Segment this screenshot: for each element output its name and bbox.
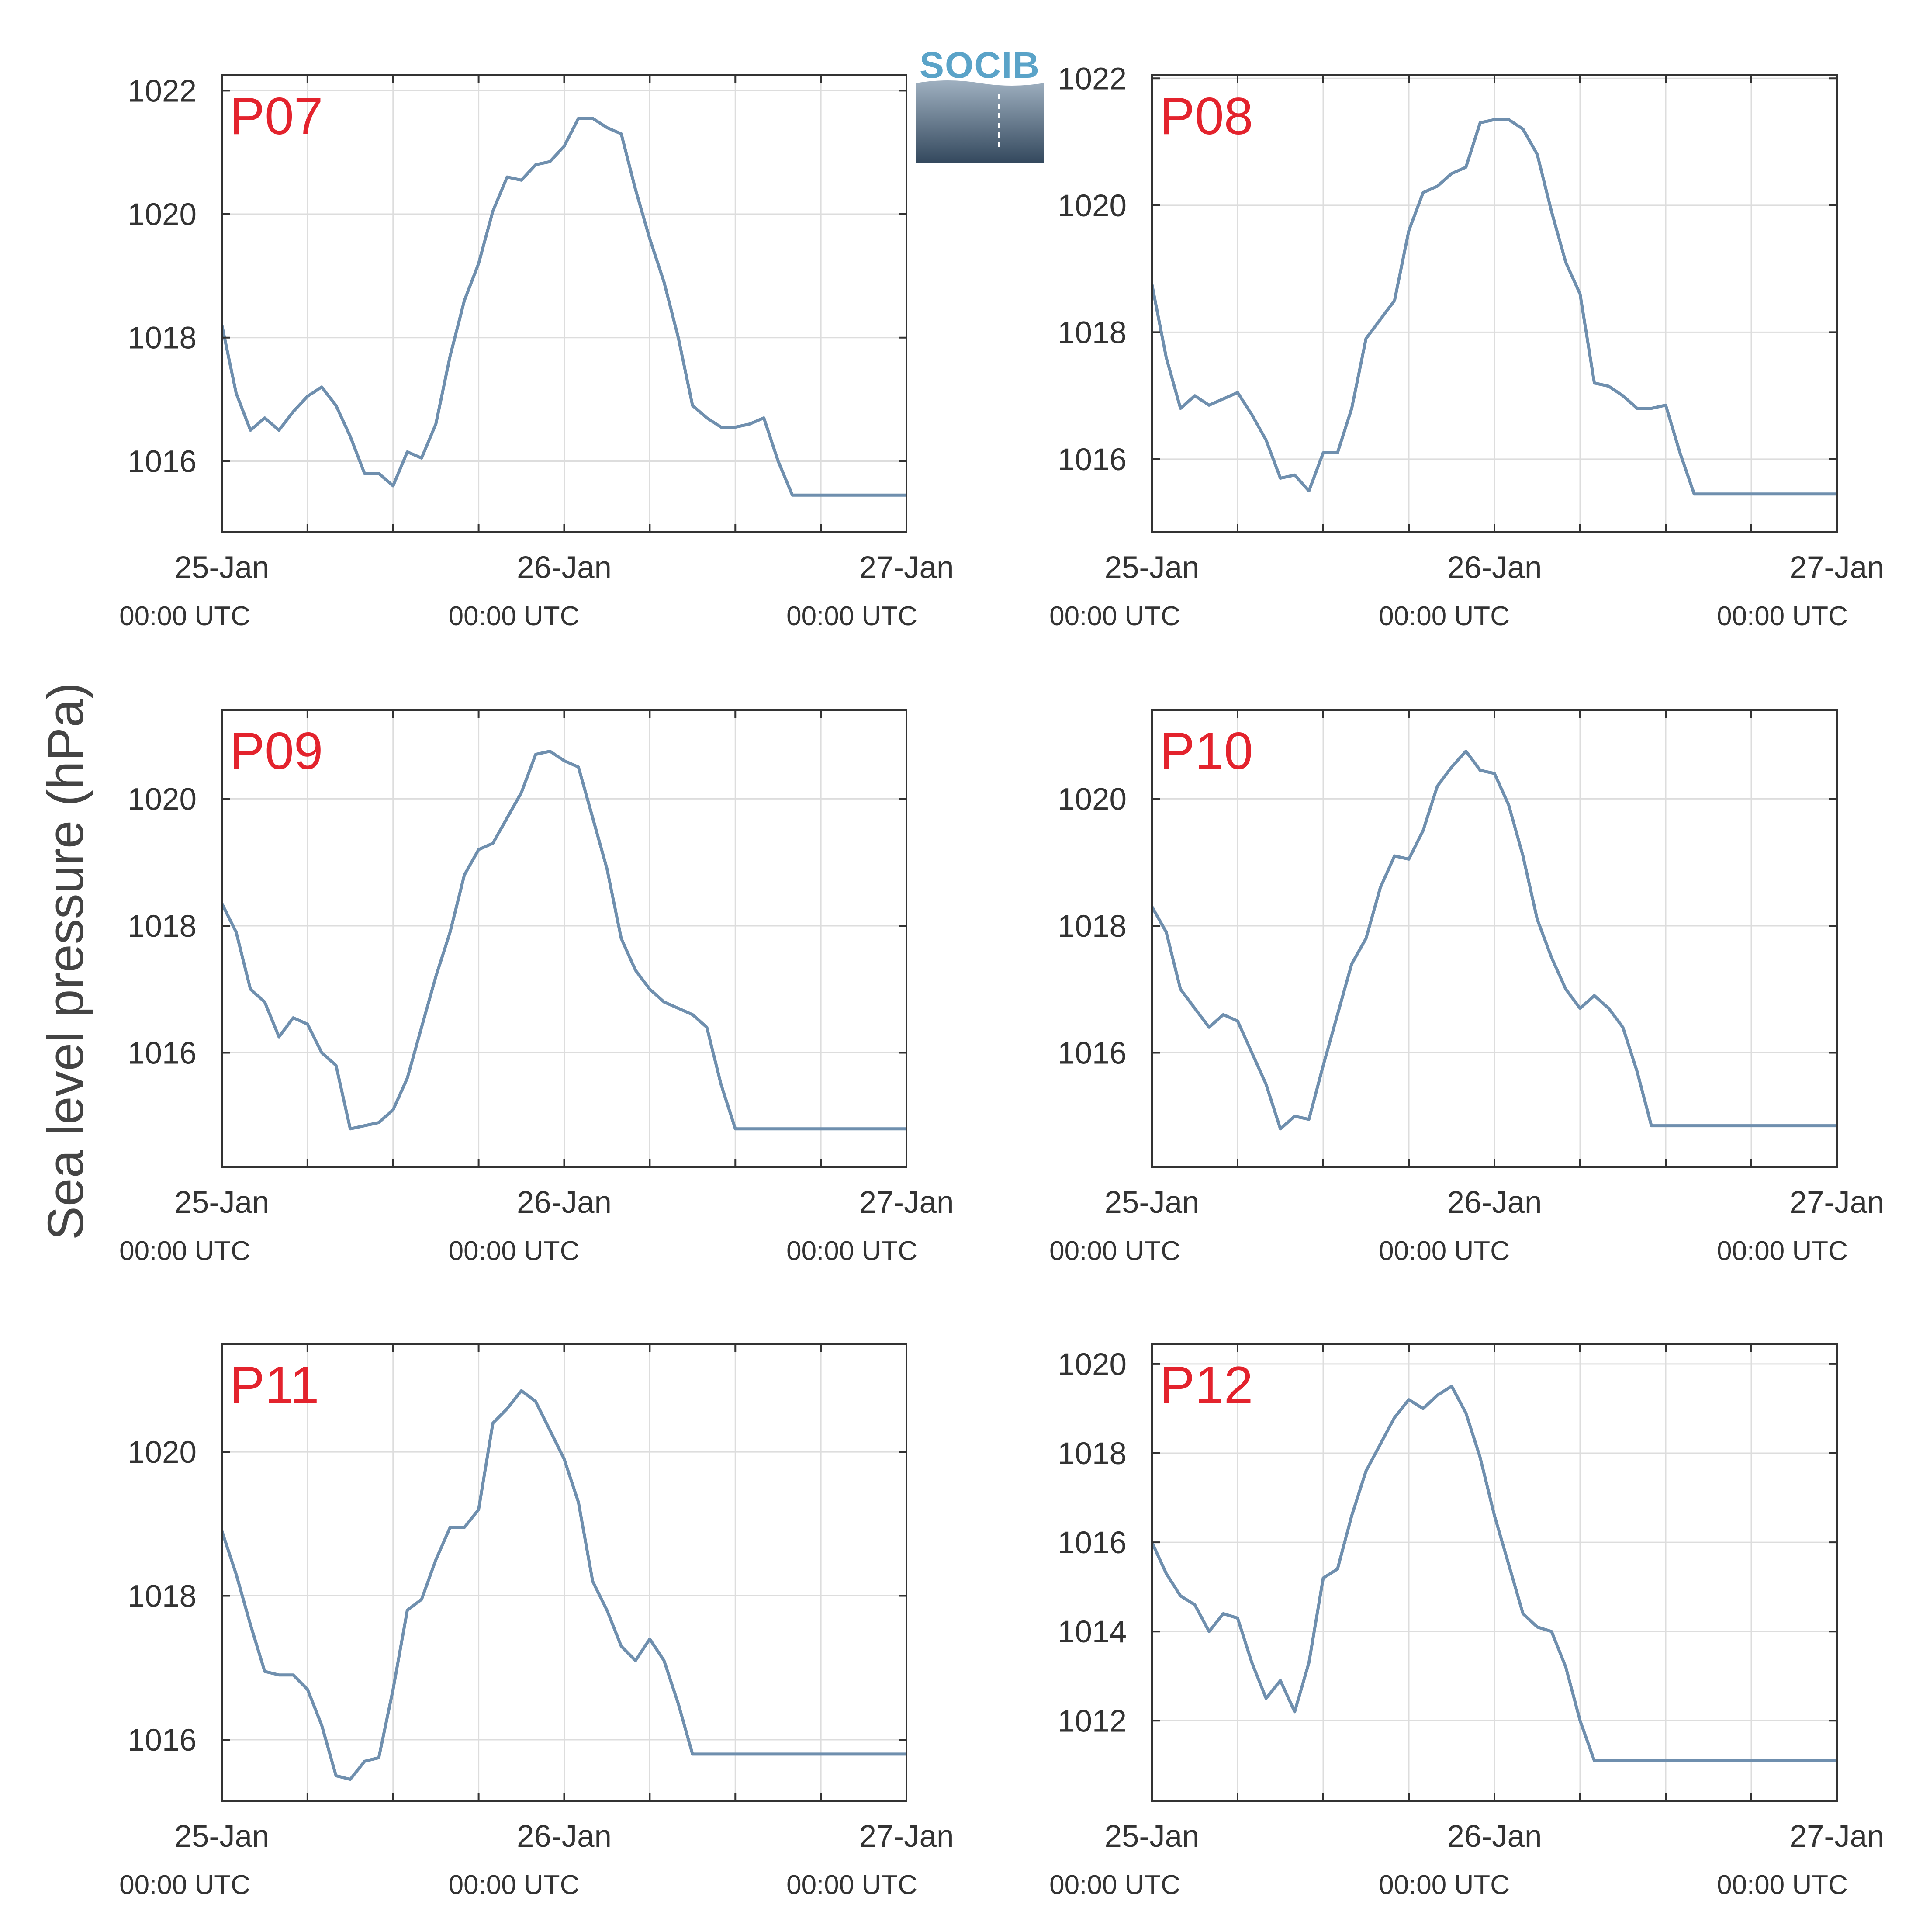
panel-label: P08 bbox=[1160, 87, 1253, 145]
x-tick-label: 25-Jan bbox=[174, 551, 269, 585]
y-tick-label: 1020 bbox=[128, 197, 197, 232]
y-tick-label: 1020 bbox=[1058, 189, 1127, 223]
x-tick-label: 27-Jan bbox=[859, 551, 954, 585]
y-tick-label: 1016 bbox=[1058, 1526, 1127, 1560]
y-tick-label: 1018 bbox=[1058, 909, 1127, 944]
y-tick-label: 1020 bbox=[1058, 1347, 1127, 1382]
panel-label: P11 bbox=[230, 1356, 319, 1414]
x-tick-label: 25-Jan bbox=[1104, 551, 1199, 585]
y-tick-label: 1022 bbox=[1058, 62, 1127, 96]
panel-p12: 1012 1014 1016 1018 1020 25-Jan 00:00 UTC 26-Ja… bbox=[1049, 1343, 1885, 1900]
y-tick-label: 1020 bbox=[1058, 782, 1127, 817]
y-tick-label: 1018 bbox=[128, 321, 197, 356]
panel-label: P09 bbox=[230, 722, 323, 780]
x-tick-sublabel: 00:00 UTC bbox=[449, 1236, 580, 1266]
x-tick-sublabel: 00:00 UTC bbox=[786, 601, 917, 631]
y-tick-label: 1016 bbox=[128, 444, 197, 479]
x-tick-sublabel: 00:00 UTC bbox=[119, 1236, 250, 1266]
pressure-series-line bbox=[222, 1389, 906, 1781]
panel-label: P07 bbox=[230, 87, 323, 145]
pressure-series-line bbox=[222, 749, 906, 1131]
x-tick-sublabel: 00:00 UTC bbox=[119, 1870, 250, 1900]
panel-p08: 1016 1018 1020 1022 25-Jan 00:00 UTC 26-Jan 00:… bbox=[1049, 62, 1884, 631]
panel-p10: 1016 1018 1020 25-Jan 00:00 UTC 26-Jan 00:00 U… bbox=[1049, 709, 1885, 1266]
y-tick-label: 1018 bbox=[1058, 315, 1127, 350]
x-tick-sublabel: 00:00 UTC bbox=[1717, 1870, 1848, 1900]
x-tick-sublabel: 00:00 UTC bbox=[786, 1236, 917, 1266]
y-tick-label: 1018 bbox=[128, 909, 197, 944]
x-tick-label: 25-Jan bbox=[1104, 1185, 1199, 1220]
pressure-series-line bbox=[1152, 1385, 1837, 1762]
pressure-series-line bbox=[1152, 749, 1837, 1131]
y-tick-label: 1020 bbox=[128, 782, 197, 817]
panel-p11: 1016 1018 1020 25-Jan 00:00 UTC 26-Jan 00:00 U… bbox=[119, 1343, 954, 1900]
x-tick-label: 26-Jan bbox=[1447, 1185, 1542, 1220]
pressure-series-line bbox=[1152, 118, 1837, 496]
pressure-series-line bbox=[222, 117, 906, 497]
x-tick-label: 25-Jan bbox=[174, 1819, 269, 1854]
y-axis-label: Sea level pressure (hPa) bbox=[37, 682, 94, 1240]
x-tick-label: 27-Jan bbox=[1789, 551, 1884, 585]
logo-lettering: SOCIB bbox=[920, 45, 1040, 86]
x-tick-label: 26-Jan bbox=[517, 1185, 612, 1220]
y-tick-label: 1018 bbox=[128, 1579, 197, 1614]
x-tick-sublabel: 00:00 UTC bbox=[1717, 1236, 1848, 1266]
socib-logo: SOCIB bbox=[916, 45, 1044, 163]
x-tick-sublabel: 00:00 UTC bbox=[1717, 601, 1848, 631]
panel-label: P12 bbox=[1160, 1356, 1253, 1414]
x-tick-label: 26-Jan bbox=[517, 1819, 612, 1854]
x-tick-label: 26-Jan bbox=[1447, 1819, 1542, 1854]
x-tick-sublabel: 00:00 UTC bbox=[1049, 601, 1180, 631]
panel-p09: 1016 1018 1020 25-Jan 00:00 UTC 26-Jan 00:00 U… bbox=[119, 709, 954, 1266]
y-tick-label: 1012 bbox=[1058, 1704, 1127, 1738]
y-tick-label: 1016 bbox=[128, 1036, 197, 1071]
x-tick-label: 27-Jan bbox=[1789, 1185, 1884, 1220]
x-tick-sublabel: 00:00 UTC bbox=[1049, 1870, 1180, 1900]
x-tick-sublabel: 00:00 UTC bbox=[786, 1870, 917, 1900]
y-tick-label: 1016 bbox=[1058, 443, 1127, 477]
y-tick-label: 1014 bbox=[1058, 1615, 1127, 1649]
x-tick-sublabel: 00:00 UTC bbox=[1379, 601, 1510, 631]
x-tick-label: 27-Jan bbox=[859, 1185, 954, 1220]
x-tick-label: 25-Jan bbox=[174, 1185, 269, 1220]
x-tick-label: 25-Jan bbox=[1104, 1819, 1199, 1854]
x-tick-sublabel: 00:00 UTC bbox=[1379, 1236, 1510, 1266]
x-tick-sublabel: 00:00 UTC bbox=[1049, 1236, 1180, 1266]
x-tick-label: 27-Jan bbox=[1789, 1819, 1884, 1854]
y-tick-label: 1022 bbox=[128, 74, 197, 108]
x-tick-sublabel: 00:00 UTC bbox=[449, 601, 580, 631]
panel-label: P10 bbox=[1160, 722, 1253, 780]
y-tick-label: 1016 bbox=[128, 1723, 197, 1758]
x-tick-label: 26-Jan bbox=[1447, 551, 1542, 585]
y-tick-label: 1016 bbox=[1058, 1036, 1127, 1071]
x-tick-label: 27-Jan bbox=[859, 1819, 954, 1854]
panels: 1016 1018 1020 1022 25-Jan 00:00 UTC 26-Jan 00:… bbox=[119, 62, 1884, 1900]
x-tick-sublabel: 00:00 UTC bbox=[1379, 1870, 1510, 1900]
x-tick-sublabel: 00:00 UTC bbox=[119, 601, 250, 631]
y-tick-label: 1018 bbox=[1058, 1437, 1127, 1471]
y-tick-label: 1020 bbox=[128, 1435, 197, 1470]
x-tick-sublabel: 00:00 UTC bbox=[449, 1870, 580, 1900]
x-tick-label: 26-Jan bbox=[517, 551, 612, 585]
panel-p07: 1016 1018 1020 1022 25-Jan 00:00 UTC 26-Jan 00:… bbox=[119, 74, 954, 631]
